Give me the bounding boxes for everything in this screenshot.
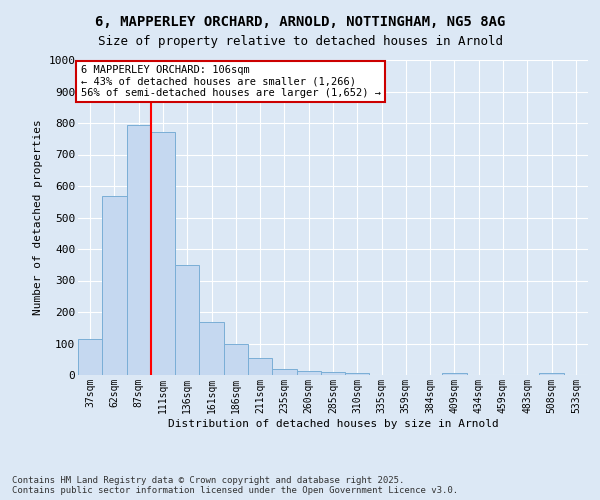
Y-axis label: Number of detached properties: Number of detached properties xyxy=(32,120,43,316)
Bar xyxy=(151,132,175,375)
Bar xyxy=(224,344,248,375)
Bar xyxy=(102,196,127,375)
Bar xyxy=(272,370,296,375)
Bar xyxy=(539,374,564,375)
Bar xyxy=(199,322,224,375)
Bar xyxy=(296,371,321,375)
Text: 6 MAPPERLEY ORCHARD: 106sqm
← 43% of detached houses are smaller (1,266)
56% of : 6 MAPPERLEY ORCHARD: 106sqm ← 43% of det… xyxy=(80,64,380,98)
Text: 6, MAPPERLEY ORCHARD, ARNOLD, NOTTINGHAM, NG5 8AG: 6, MAPPERLEY ORCHARD, ARNOLD, NOTTINGHAM… xyxy=(95,15,505,29)
Bar xyxy=(248,358,272,375)
Bar xyxy=(345,374,370,375)
Text: Size of property relative to detached houses in Arnold: Size of property relative to detached ho… xyxy=(97,35,503,48)
Bar xyxy=(321,372,345,375)
Bar xyxy=(78,340,102,375)
Bar xyxy=(175,265,199,375)
Text: Contains HM Land Registry data © Crown copyright and database right 2025.
Contai: Contains HM Land Registry data © Crown c… xyxy=(12,476,458,495)
Bar xyxy=(127,125,151,375)
Bar xyxy=(442,374,467,375)
X-axis label: Distribution of detached houses by size in Arnold: Distribution of detached houses by size … xyxy=(167,418,499,428)
